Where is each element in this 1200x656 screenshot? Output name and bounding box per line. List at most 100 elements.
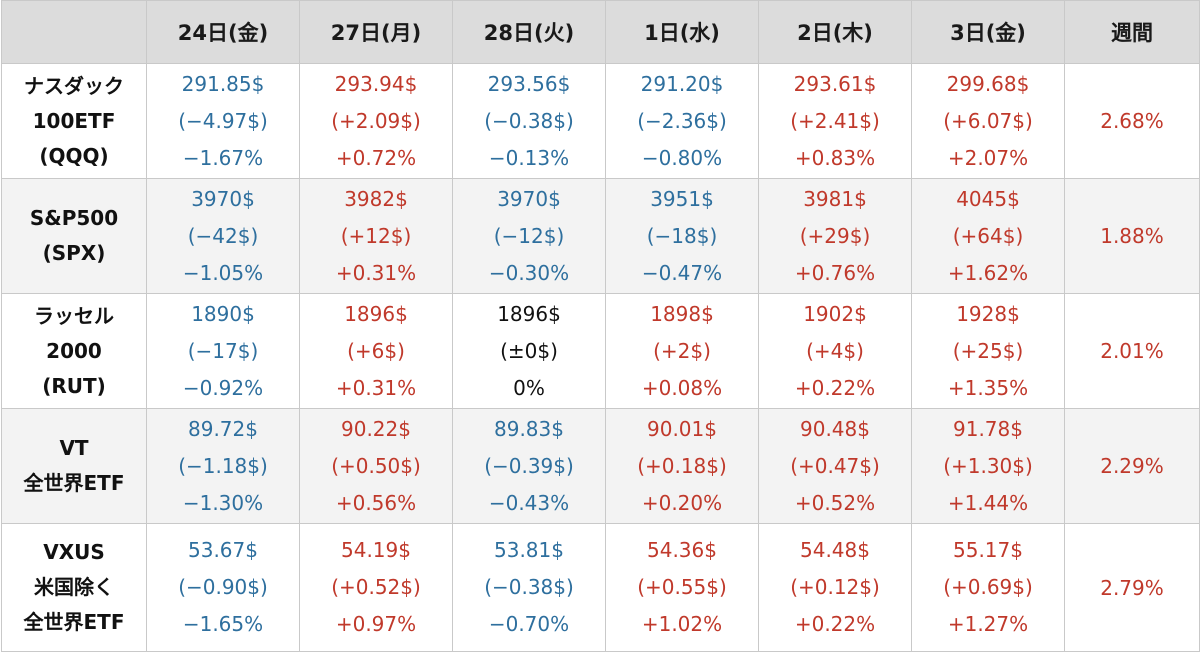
cell-price: 55.17$ [953, 538, 1023, 562]
cell-pct: +1.44% [947, 490, 1029, 515]
cell-price: 89.72$ [188, 416, 258, 441]
cell-change: (+29$) [799, 223, 871, 248]
row-label: S&P500 (SPX) [1, 178, 147, 294]
cell-pct: +2.07% [947, 145, 1029, 170]
cell-pct: +0.31% [335, 260, 417, 285]
cell-price: 90.48$ [800, 416, 870, 441]
price-cell: 3970$ (−12$) −0.30% [452, 178, 606, 294]
row-label: ナスダック 100ETF (QQQ) [1, 63, 147, 179]
table-row: S&P500 (SPX) 3970$ (−42$) −1.05% 3982$ (+12$) +… [1, 178, 1200, 294]
price-cell: 54.48$ (+0.12$) +0.22% [758, 523, 912, 652]
price-cell: 54.19$ (+0.52$) +0.97% [299, 523, 453, 652]
price-cell: 54.36$ (+0.55$) +1.02% [605, 523, 759, 652]
cell-price: 293.56$ [487, 71, 571, 96]
price-cell: 3981$ (+29$) +0.76% [758, 178, 912, 294]
table-row: ラッセル 2000 (RUT) 1890$ (−17$) −0.92% 1896$ (+6$)… [1, 293, 1200, 409]
cell-change: (+25$) [952, 338, 1024, 363]
cell-pct: −1.05% [182, 260, 264, 285]
price-cell: 55.17$ (+0.69$) +1.27% [911, 523, 1065, 652]
cell-pct: −0.13% [488, 145, 570, 170]
cell-price: 54.36$ [647, 538, 717, 562]
price-cell: 3970$ (−42$) −1.05% [146, 178, 300, 294]
price-cell: 89.83$ (−0.39$) −0.43% [452, 408, 606, 524]
cell-change: (+6.07$) [943, 108, 1033, 133]
cell-change: (−12$) [493, 223, 565, 248]
cell-pct: +1.02% [641, 612, 723, 636]
cell-change: (−18$) [646, 223, 718, 248]
price-cell: 53.81$ (−0.38$) −0.70% [452, 523, 606, 652]
cell-pct: +1.27% [947, 612, 1029, 636]
cell-pct: +1.62% [947, 260, 1029, 285]
cell-pct: −1.65% [182, 612, 264, 636]
row-label-line: ナスダック [24, 73, 124, 98]
cell-price: 53.67$ [188, 538, 258, 562]
cell-price: 293.94$ [334, 71, 418, 96]
price-cell: 90.01$ (+0.18$) +0.20% [605, 408, 759, 524]
row-label-line: 100ETF [32, 108, 116, 133]
cell-change: (+2.41$) [790, 108, 880, 133]
row-label-line: VXUS [43, 540, 105, 564]
row-label-line: (QQQ) [39, 143, 109, 168]
column-header: 2日(木) [758, 0, 912, 64]
cell-pct: +0.22% [794, 612, 876, 636]
price-cell: 291.85$ (−4.97$) −1.67% [146, 63, 300, 179]
cell-pct: −0.43% [488, 490, 570, 515]
price-cell: 91.78$ (+1.30$) +1.44% [911, 408, 1065, 524]
price-cell: 3982$ (+12$) +0.31% [299, 178, 453, 294]
cell-change: (+0.52$) [331, 575, 421, 599]
price-cell: 4045$ (+64$) +1.62% [911, 178, 1065, 294]
cell-change: (+12$) [340, 223, 412, 248]
cell-price: 1896$ [344, 301, 408, 326]
cell-pct: +0.97% [335, 612, 417, 636]
cell-pct: −0.80% [641, 145, 723, 170]
cell-pct: +0.22% [794, 375, 876, 400]
row-label-line: VT [59, 436, 89, 460]
weekly-change-cell: 2.01% [1064, 293, 1200, 409]
cell-pct: −1.30% [182, 490, 264, 515]
row-label-line: 2000 [46, 338, 102, 363]
cell-pct: +0.76% [794, 260, 876, 285]
weekly-change-cell: 1.88% [1064, 178, 1200, 294]
cell-pct: −0.47% [641, 260, 723, 285]
weekly-change-cell: 2.29% [1064, 408, 1200, 524]
table-row: VXUS 米国除く 全世界ETF 53.67$ (−0.90$) −1.65% 54.19$… [1, 523, 1200, 652]
cell-price: 3970$ [497, 186, 561, 211]
table-row: ナスダック 100ETF (QQQ) 291.85$ (−4.97$) −1.67% 293… [1, 63, 1200, 179]
cell-change: (−1.18$) [178, 453, 268, 478]
cell-change: (+0.18$) [637, 453, 727, 478]
column-header: 1日(水) [605, 0, 759, 64]
price-cell: 293.94$ (+2.09$) +0.72% [299, 63, 453, 179]
column-header: 3日(金) [911, 0, 1065, 64]
price-cell: 293.61$ (+2.41$) +0.83% [758, 63, 912, 179]
row-label-line: ラッセル [34, 303, 114, 328]
cell-change: (−2.36$) [637, 108, 727, 133]
price-cell: 299.68$ (+6.07$) +2.07% [911, 63, 1065, 179]
cell-price: 1890$ [191, 301, 255, 326]
cell-price: 1928$ [956, 301, 1020, 326]
price-cell: 293.56$ (−0.38$) −0.13% [452, 63, 606, 179]
price-cell: 89.72$ (−1.18$) −1.30% [146, 408, 300, 524]
cell-change: (+1.30$) [943, 453, 1033, 478]
row-label-line: (RUT) [42, 373, 106, 398]
weekly-change-cell: 2.68% [1064, 63, 1200, 179]
cell-change: (+0.12$) [790, 575, 880, 599]
cell-pct: −1.67% [182, 145, 264, 170]
cell-change: (+0.69$) [943, 575, 1033, 599]
row-label-line: 全世界ETF [23, 610, 125, 634]
cell-change: (+6$) [347, 338, 405, 363]
price-cell: 1896$ (+6$) +0.31% [299, 293, 453, 409]
row-label: ラッセル 2000 (RUT) [1, 293, 147, 409]
column-header: 24日(金) [146, 0, 300, 64]
cell-pct: 0% [513, 375, 545, 400]
cell-change: (+0.55$) [637, 575, 727, 599]
cell-price: 90.22$ [341, 416, 411, 441]
row-label: VXUS 米国除く 全世界ETF [1, 523, 147, 652]
cell-pct: +0.52% [794, 490, 876, 515]
cell-change: (+0.47$) [790, 453, 880, 478]
cell-price: 291.20$ [640, 71, 724, 96]
cell-pct: −0.30% [488, 260, 570, 285]
cell-price: 1896$ [497, 301, 561, 326]
price-cell: 291.20$ (−2.36$) −0.80% [605, 63, 759, 179]
table-body: ナスダック 100ETF (QQQ) 291.85$ (−4.97$) −1.67% 293… [1, 63, 1200, 652]
